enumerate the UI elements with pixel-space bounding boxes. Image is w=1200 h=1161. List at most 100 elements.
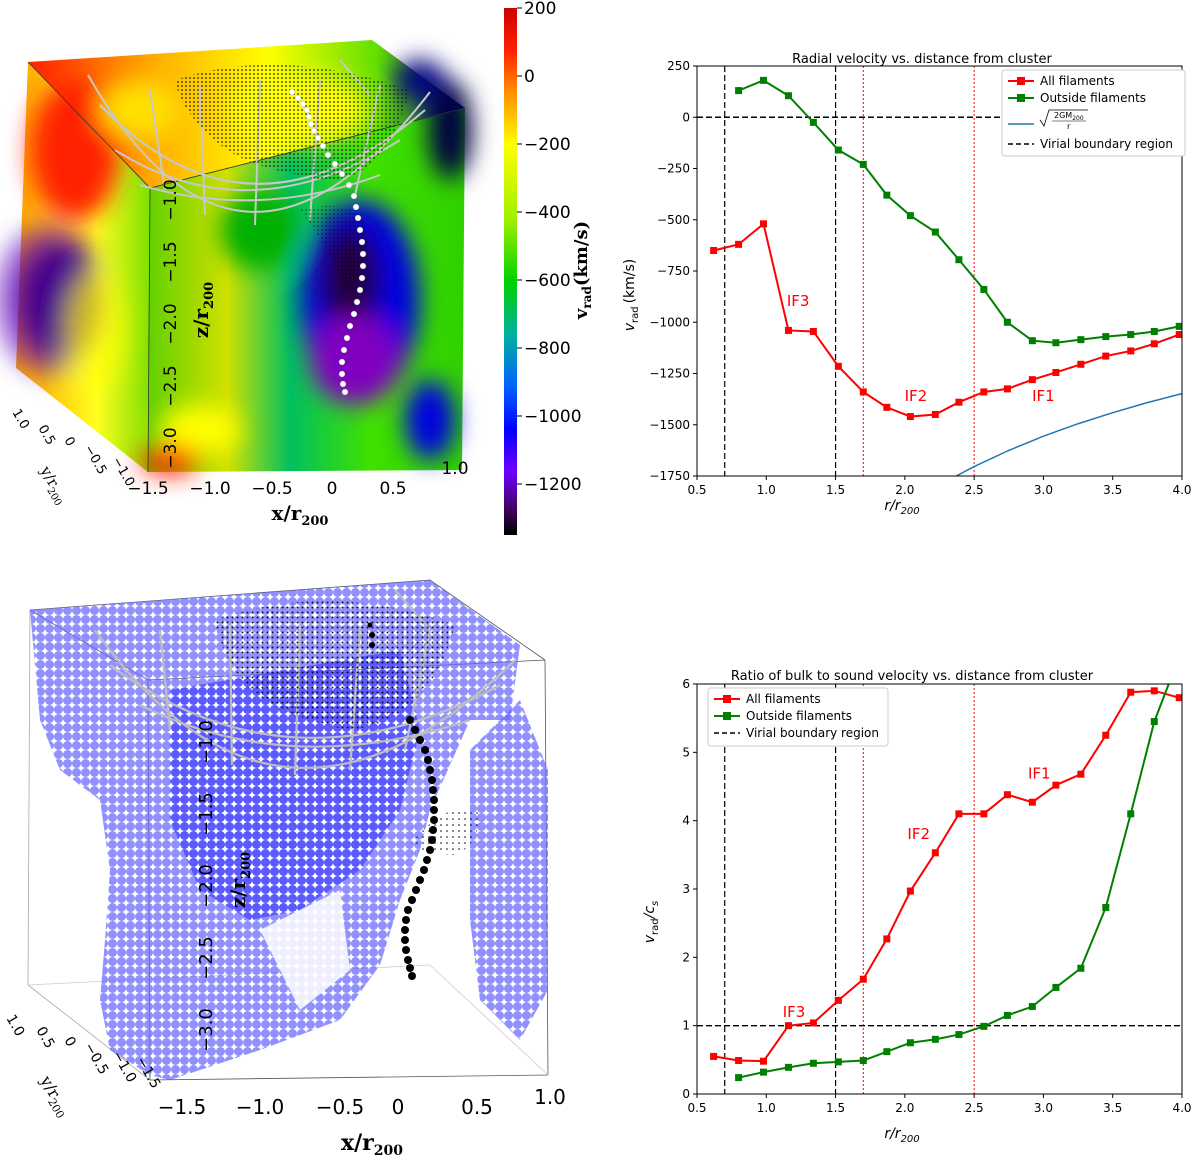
- y-tick: 0: [61, 435, 78, 450]
- x-tick-label: 0.5: [687, 483, 706, 497]
- y-tick-label: 3: [682, 882, 690, 896]
- y-tick-label: 0: [682, 110, 690, 124]
- data-point: [1028, 337, 1036, 345]
- colorbar-tick-label: −1000: [524, 407, 582, 427]
- colorbar-tick-label: −600: [524, 271, 571, 291]
- x-tick: 0: [327, 479, 338, 499]
- x-tick: −1.0: [189, 479, 230, 499]
- colorbar-label: vrad(km/s): [571, 221, 594, 320]
- x-tick: −1.5: [158, 1095, 207, 1119]
- data-point: [1150, 687, 1158, 695]
- data-point: [1150, 340, 1158, 348]
- data-point: [1175, 331, 1182, 339]
- data-point: [1052, 781, 1060, 789]
- x-tick: 0.5: [461, 1095, 493, 1119]
- x-tick-label: 3.5: [1103, 483, 1122, 497]
- data-point: [735, 1074, 743, 1082]
- data-point: [1052, 983, 1060, 991]
- data-point: [1003, 385, 1011, 393]
- y-axis-label: vrad/cs: [642, 901, 661, 944]
- z-tick: −2.0: [161, 303, 181, 344]
- data-point: [1102, 352, 1110, 360]
- data-point: [809, 118, 817, 126]
- trajectory-dots: [367, 622, 438, 980]
- cube-bottom-panel: −1.0 −1.5 −2.0 −2.5 −3.0 z/r200 −1.5 −1.…: [3, 579, 566, 1159]
- data-point: [1127, 331, 1135, 339]
- y-tick-label: 250: [667, 59, 690, 73]
- data-point: [834, 1058, 842, 1066]
- data-point: [1150, 327, 1158, 335]
- legend-outside-filaments: Outside filaments: [746, 709, 852, 723]
- y-tick-label: −1750: [649, 469, 690, 483]
- data-point: [859, 160, 867, 168]
- data-point: [906, 413, 914, 421]
- annotation-label: IF3: [783, 1003, 806, 1021]
- data-point: [1028, 376, 1036, 384]
- data-point: [735, 87, 743, 95]
- annotation-label: IF1: [1032, 387, 1055, 405]
- annotation-label: IF3: [787, 292, 810, 310]
- x-axis-label: r/r200: [884, 1126, 919, 1145]
- y-tick-label: −1250: [649, 367, 690, 381]
- x-tick: 1.0: [441, 459, 468, 479]
- data-point: [955, 810, 963, 818]
- data-point: [1102, 903, 1110, 911]
- x-tick: −1.5: [127, 479, 168, 499]
- plot-area: 0.5 1.0 1.5 2.0 2.5 3.0 3.5 4.0 250 0 −250 −500 −750…: [649, 59, 1191, 497]
- data-point: [1028, 798, 1036, 806]
- data-point: [859, 388, 867, 396]
- colorbar-tick-label: 0: [524, 67, 535, 87]
- x-tick-label: 4.0: [1172, 483, 1191, 497]
- data-point: [883, 191, 891, 199]
- data-point: [710, 247, 718, 254]
- y-tick-label: −250: [657, 162, 690, 176]
- z-tick: −1.0: [196, 720, 217, 764]
- y-tick-label: 2: [682, 950, 690, 964]
- x-tick-label: 2.5: [965, 483, 984, 497]
- data-point: [1127, 810, 1135, 818]
- data-point: [931, 228, 939, 236]
- y-tick: 1.0: [3, 1012, 28, 1039]
- data-point: [955, 398, 963, 406]
- data-point: [955, 1031, 963, 1039]
- z-tick: −2.5: [196, 936, 217, 980]
- chart-radial-velocity: Radial velocity vs. distance from cluste…: [622, 52, 1192, 517]
- x-tick-label: 2.5: [965, 1101, 984, 1115]
- annotation-label: IF2: [907, 825, 930, 843]
- colorbar-ticks: 200 0 −200 −400 −600 −800 −1000 −1200: [517, 0, 582, 495]
- data-point: [834, 146, 842, 154]
- chart-mach-number: Ratio of bulk to sound velocity vs. dist…: [642, 669, 1192, 1145]
- legend-outside-filaments: Outside filaments: [1040, 91, 1146, 105]
- legend-escape-num: 2GM200: [1054, 111, 1084, 122]
- y-tick-label: 1: [682, 1019, 690, 1033]
- data-point: [883, 403, 891, 411]
- data-point: [760, 1057, 768, 1065]
- data-point: [883, 935, 891, 943]
- y-tick-label: 4: [682, 814, 690, 828]
- colorbar-tick-label: −1200: [524, 475, 582, 495]
- data-point: [931, 1035, 939, 1043]
- x-tick: 1.0: [534, 1085, 566, 1109]
- z-tick: −1.5: [161, 241, 181, 282]
- x-axis-label: r/r200: [884, 498, 919, 517]
- legend-all-filaments: All filaments: [746, 692, 821, 706]
- data-point: [834, 996, 842, 1004]
- colorbar-tick-label: −400: [524, 203, 571, 223]
- colorbar-tick-label: 200: [524, 0, 556, 19]
- data-point: [710, 1052, 718, 1060]
- data-point: [980, 285, 988, 293]
- data-point: [906, 212, 914, 220]
- x-tick-label: 2.0: [895, 483, 914, 497]
- data-point: [1175, 322, 1182, 330]
- data-point: [980, 1022, 988, 1030]
- y-tick-label: 0: [682, 1087, 690, 1101]
- z-tick: −1.0: [161, 179, 181, 220]
- data-point: [735, 1057, 743, 1065]
- y-tick: 0: [61, 1034, 79, 1050]
- legend-all-filaments: All filaments: [1040, 74, 1115, 88]
- data-point: [809, 1059, 817, 1067]
- data-point: [859, 1057, 867, 1065]
- data-point: [980, 810, 988, 818]
- data-point: [1003, 1011, 1011, 1019]
- trajectory-dots: [288, 88, 367, 396]
